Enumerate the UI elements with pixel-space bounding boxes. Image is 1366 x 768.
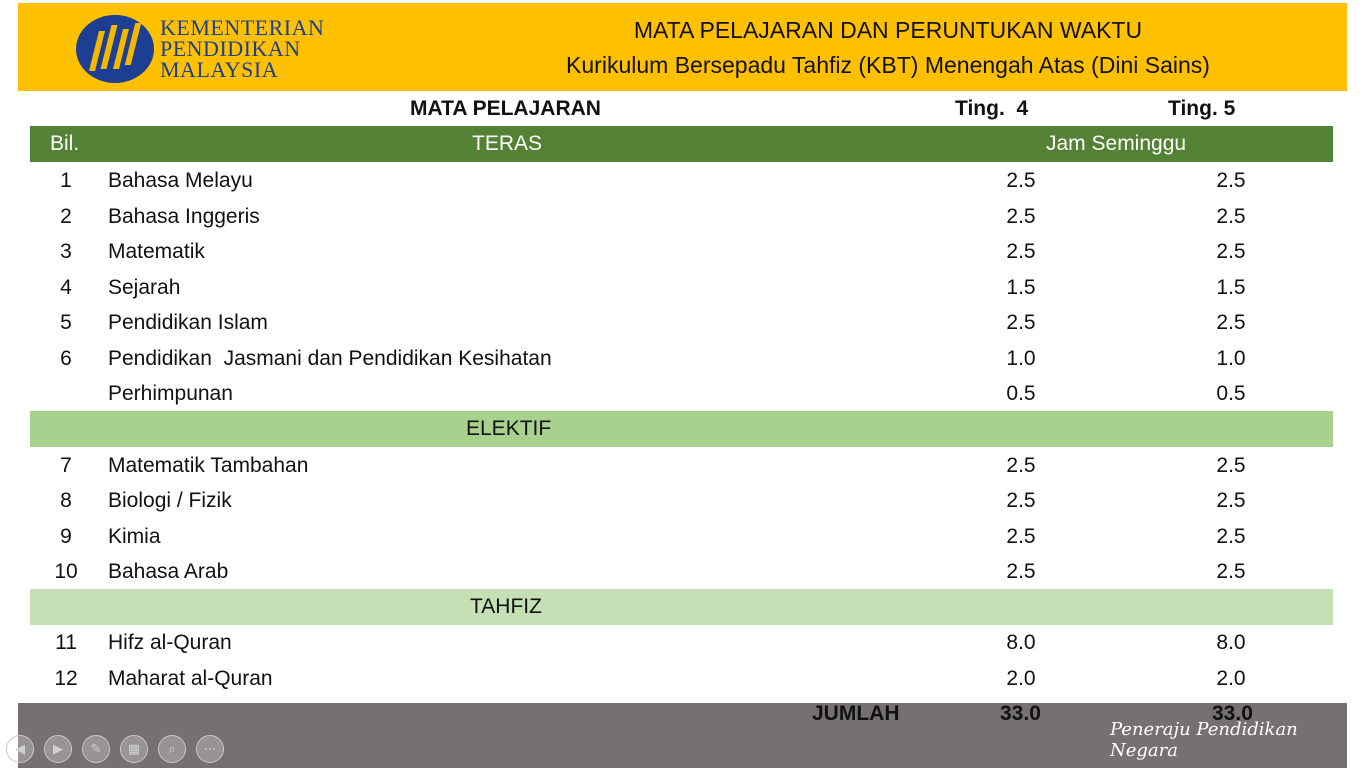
row-subject: Bahasa Inggeris (108, 205, 260, 228)
footer-slogan: Peneraju Pendidikan Negara (1110, 719, 1298, 761)
row-number: 10 (54, 560, 78, 583)
table-row: 11 Hifz al-Quran 8.0 8.0 (0, 625, 1366, 660)
slide-title: MATA PELAJARAN DAN PERUNTUKAN WAKTU (633, 17, 1143, 43)
section-header-tahfiz: TAHFIZ (30, 589, 1333, 625)
table-row: 6 Pendidikan Jasmani dan Pendidikan Kesi… (0, 341, 1366, 376)
table-row: 3 Matematik 2.5 2.5 (0, 234, 1366, 269)
row-subject: Matematik Tambahan (108, 454, 309, 477)
logo-emblem-icon (76, 15, 154, 83)
row-subject: Matematik (108, 240, 205, 263)
total-ting5: 33.0 (1212, 702, 1253, 725)
slides-grid-icon[interactable]: ▦ (120, 735, 148, 763)
table-row: 2 Bahasa Inggeris 2.5 2.5 (0, 199, 1366, 234)
slide-subtitle: Kurikulum Bersepadu Tahfiz (KBT) Menenga… (566, 52, 1210, 78)
row-number: 2 (60, 205, 72, 228)
column-header-subject: MATA PELAJARAN (410, 97, 601, 120)
bil-label: Bil. (50, 132, 80, 155)
kpm-logo: KEMENTERIAN PENDIDIKAN MALAYSIA (76, 15, 346, 83)
row-subject: Maharat al-Quran (108, 667, 273, 690)
table-row: 8 Biologi / Fizik 2.5 2.5 (0, 483, 1366, 518)
row-ting5-hours: 2.5 (1216, 240, 1246, 263)
row-number: 5 (60, 311, 72, 334)
row-number: 12 (54, 667, 78, 690)
row-ting5-hours: 2.0 (1216, 667, 1246, 690)
row-number: 11 (55, 631, 77, 654)
jam-seminggu-label: Jam Seminggu (1046, 132, 1187, 155)
row-subject: Kimia (108, 525, 161, 548)
row-subject: Bahasa Melayu (108, 169, 253, 192)
row-number: 8 (60, 489, 72, 512)
row-subject: Pendidikan Islam (108, 311, 268, 334)
row-subject: Hifz al-Quran (108, 631, 232, 654)
row-ting5-hours: 0.5 (1216, 382, 1246, 405)
row-ting5-hours: 2.5 (1216, 169, 1246, 192)
row-ting5-hours: 2.5 (1216, 489, 1246, 512)
row-ting5-hours: 2.5 (1216, 560, 1246, 583)
row-subject: Perhimpunan (108, 382, 233, 405)
row-subject: Sejarah (108, 276, 181, 299)
row-ting4-hours: 2.5 (1006, 560, 1036, 583)
section-label-tahfiz: TAHFIZ (470, 595, 542, 618)
next-slide-icon[interactable]: ▶ (44, 735, 72, 763)
zoom-icon[interactable]: ⌕ (158, 735, 186, 763)
row-subject: Biologi / Fizik (108, 489, 232, 512)
table-row: 12 Maharat al-Quran 2.0 2.0 (0, 661, 1366, 696)
row-ting4-hours: 2.5 (1006, 454, 1036, 477)
table-row: 10 Bahasa Arab 2.5 2.5 (0, 554, 1366, 589)
row-ting5-hours: 2.5 (1216, 311, 1246, 334)
row-number: 3 (60, 240, 72, 263)
table-row: 5 Pendidikan Islam 2.5 2.5 (0, 305, 1366, 340)
table-row: 7 Matematik Tambahan 2.5 2.5 (0, 448, 1366, 483)
row-ting4-hours: 2.5 (1006, 240, 1036, 263)
row-number: 7 (60, 454, 72, 477)
total-ting4: 33.0 (1000, 702, 1041, 725)
slide-footer (18, 703, 1347, 768)
row-ting4-hours: 2.5 (1006, 205, 1036, 228)
row-number: 1 (60, 169, 72, 192)
section-label-elektif: ELEKTIF (466, 417, 552, 440)
row-ting4-hours: 1.5 (1006, 276, 1036, 299)
section-header-elektif: ELEKTIF (30, 411, 1333, 447)
row-ting4-hours: 2.5 (1006, 311, 1036, 334)
row-ting5-hours: 2.5 (1216, 205, 1246, 228)
table-row: 9 Kimia 2.5 2.5 (0, 519, 1366, 554)
row-ting5-hours: 2.5 (1216, 525, 1246, 548)
row-ting5-hours: 8.0 (1216, 631, 1246, 654)
previous-slide-icon[interactable]: ◀ (6, 735, 34, 763)
row-ting4-hours: 2.5 (1006, 489, 1036, 512)
table-row: 1 Bahasa Melayu 2.5 2.5 (0, 163, 1366, 198)
pen-icon[interactable]: ✎ (82, 735, 110, 763)
row-ting5-hours: 2.5 (1216, 454, 1246, 477)
row-number: 9 (60, 525, 72, 548)
row-subject: Pendidikan Jasmani dan Pendidikan Kesiha… (108, 347, 552, 370)
section-label-teras: TERAS (472, 132, 543, 155)
row-ting4-hours: 1.0 (1006, 347, 1036, 370)
column-header-ting4: Ting. 4 (955, 97, 1029, 120)
section-header-teras: Bil. TERAS Jam Seminggu (30, 126, 1333, 162)
column-header-ting5: Ting. 5 (1168, 97, 1236, 120)
row-ting5-hours: 1.0 (1216, 347, 1246, 370)
row-subject: Bahasa Arab (108, 560, 229, 583)
slide-header: KEMENTERIAN PENDIDIKAN MALAYSIA MATA PEL… (18, 3, 1347, 91)
row-number: 4 (60, 276, 72, 299)
row-ting4-hours: 0.5 (1006, 382, 1036, 405)
row-ting5-hours: 1.5 (1216, 276, 1246, 299)
row-number: 6 (60, 347, 72, 370)
row-ting4-hours: 2.0 (1006, 667, 1036, 690)
table-row: Perhimpunan 0.5 0.5 (0, 376, 1366, 411)
total-label: JUMLAH (812, 702, 900, 725)
row-ting4-hours: 2.5 (1006, 525, 1036, 548)
table-row: 4 Sejarah 1.5 1.5 (0, 270, 1366, 305)
row-ting4-hours: 2.5 (1006, 169, 1036, 192)
more-options-icon[interactable]: ⋯ (196, 735, 224, 763)
row-ting4-hours: 8.0 (1006, 631, 1036, 654)
logo-wordmark: KEMENTERIAN PENDIDIKAN MALAYSIA (160, 15, 325, 82)
